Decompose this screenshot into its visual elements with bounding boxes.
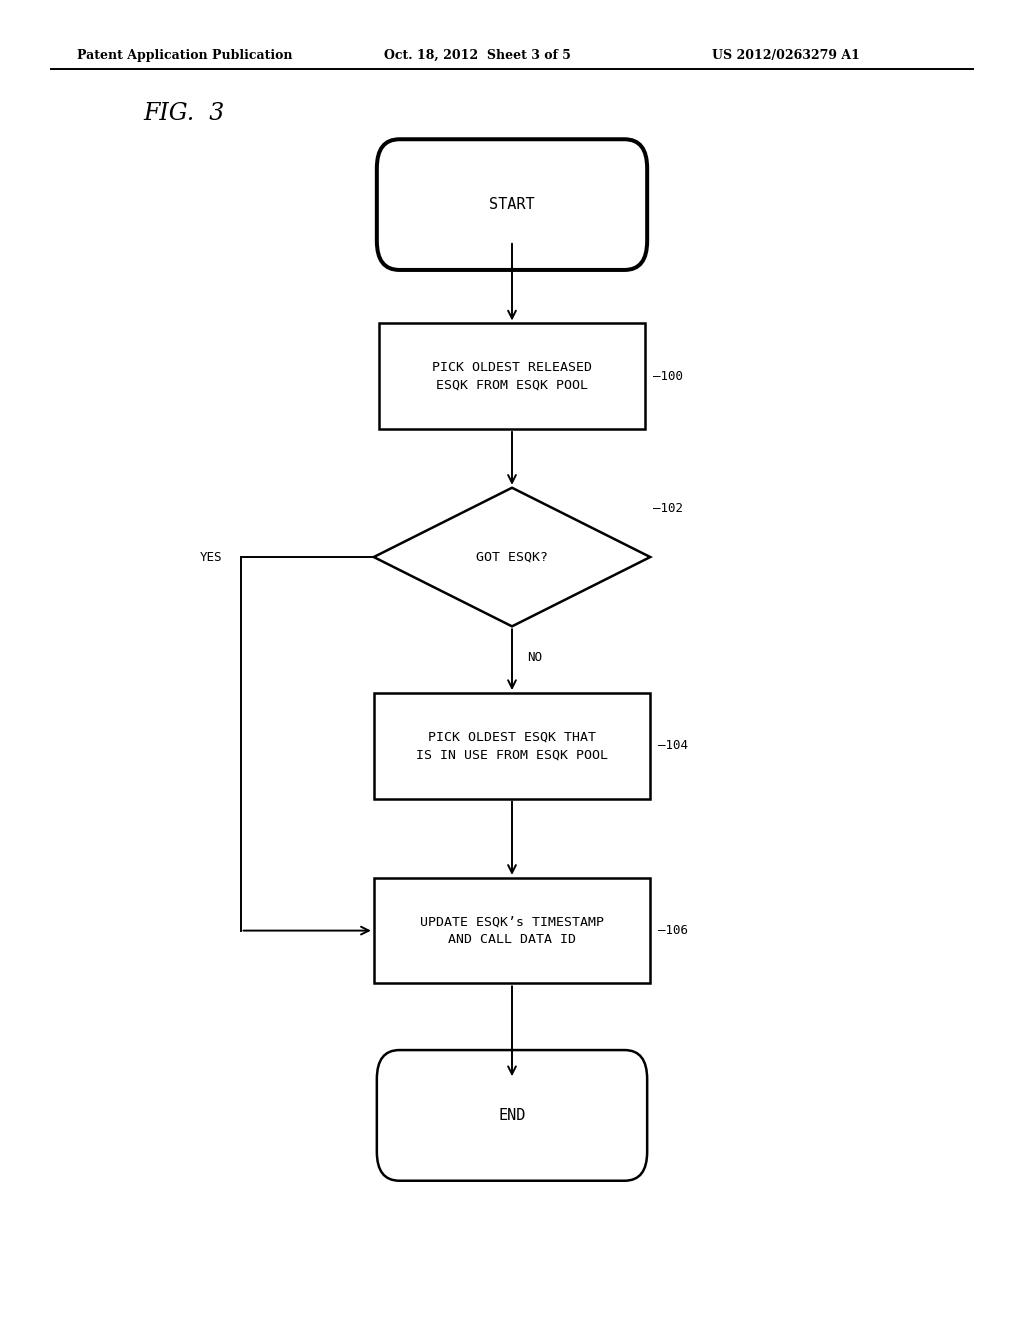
Text: UPDATE ESQK’s TIMESTAMP
AND CALL DATA ID: UPDATE ESQK’s TIMESTAMP AND CALL DATA ID	[420, 915, 604, 946]
Bar	[374, 693, 650, 799]
Text: END: END	[499, 1107, 525, 1123]
Text: NO: NO	[527, 651, 543, 664]
Text: PICK OLDEST ESQK THAT
IS IN USE FROM ESQK POOL: PICK OLDEST ESQK THAT IS IN USE FROM ESQ…	[416, 730, 608, 762]
Text: Oct. 18, 2012  Sheet 3 of 5: Oct. 18, 2012 Sheet 3 of 5	[384, 49, 570, 62]
Polygon shape	[374, 488, 650, 627]
Text: —106: —106	[658, 924, 688, 937]
Text: START: START	[489, 197, 535, 213]
Text: PICK OLDEST RELEASED
ESQK FROM ESQK POOL: PICK OLDEST RELEASED ESQK FROM ESQK POOL	[432, 360, 592, 392]
Bar	[379, 323, 645, 429]
FancyBboxPatch shape	[377, 1051, 647, 1180]
Text: —100: —100	[653, 370, 683, 383]
Text: Patent Application Publication: Patent Application Publication	[77, 49, 292, 62]
Text: US 2012/0263279 A1: US 2012/0263279 A1	[712, 49, 859, 62]
Text: YES: YES	[200, 550, 222, 564]
Text: GOT ESQK?: GOT ESQK?	[476, 550, 548, 564]
Bar	[374, 878, 650, 983]
Text: FIG.  3: FIG. 3	[143, 103, 224, 125]
Text: —104: —104	[658, 739, 688, 752]
FancyBboxPatch shape	[377, 140, 647, 271]
Text: —102: —102	[653, 502, 683, 515]
